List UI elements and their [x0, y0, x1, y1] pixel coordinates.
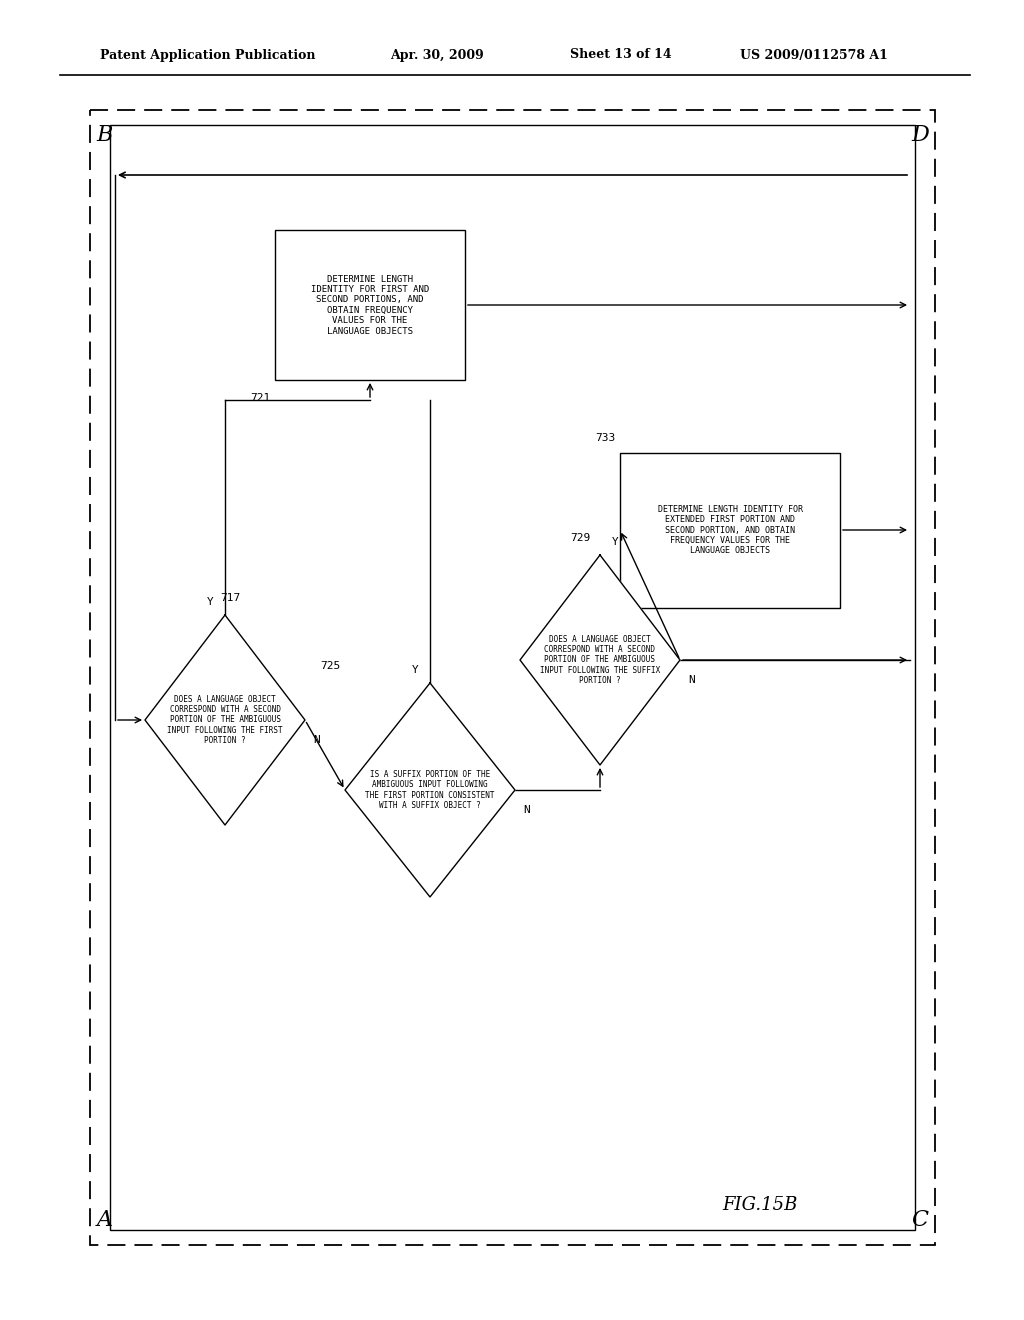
Text: IS A SUFFIX PORTION OF THE
AMBIGUOUS INPUT FOLLOWING
THE FIRST PORTION CONSISTEN: IS A SUFFIX PORTION OF THE AMBIGUOUS INP… [366, 770, 495, 810]
Text: 729: 729 [569, 533, 590, 543]
Text: B: B [97, 124, 114, 147]
Text: Patent Application Publication: Patent Application Publication [100, 49, 315, 62]
Bar [90, 110, 935, 1245]
Polygon shape [345, 682, 515, 898]
Bar [620, 453, 840, 609]
Text: Apr. 30, 2009: Apr. 30, 2009 [390, 49, 483, 62]
Text: Y: Y [412, 665, 419, 675]
Text: N: N [313, 735, 319, 744]
Text: N: N [688, 675, 694, 685]
Text: DOES A LANGUAGE OBJECT
CORRESPOND WITH A SECOND
PORTION OF THE AMBIGUOUS
INPUT F: DOES A LANGUAGE OBJECT CORRESPOND WITH A… [167, 694, 283, 746]
Text: 721: 721 [250, 393, 270, 403]
Text: Y: Y [207, 597, 213, 607]
Text: A: A [97, 1209, 113, 1232]
Text: Y: Y [611, 537, 618, 546]
Text: 717: 717 [220, 593, 240, 603]
Text: 733: 733 [595, 433, 615, 444]
Bar [110, 125, 915, 1230]
Text: DETERMINE LENGTH
IDENTITY FOR FIRST AND
SECOND PORTIONS, AND
OBTAIN FREQUENCY
VA: DETERMINE LENGTH IDENTITY FOR FIRST AND … [311, 275, 429, 335]
Text: N: N [523, 805, 529, 814]
Bar [275, 230, 465, 380]
Text: C: C [911, 1209, 929, 1232]
Polygon shape [520, 554, 680, 766]
Text: D: D [911, 124, 929, 147]
Text: DOES A LANGUAGE OBJECT
CORRESPOND WITH A SECOND
PORTION OF THE AMBIGUOUS
INPUT F: DOES A LANGUAGE OBJECT CORRESPOND WITH A… [540, 635, 660, 685]
Text: US 2009/0112578 A1: US 2009/0112578 A1 [740, 49, 888, 62]
Text: Sheet 13 of 14: Sheet 13 of 14 [570, 49, 672, 62]
Polygon shape [145, 615, 305, 825]
Text: DETERMINE LENGTH IDENTITY FOR
EXTENDED FIRST PORTION AND
SECOND PORTION, AND OBT: DETERMINE LENGTH IDENTITY FOR EXTENDED F… [657, 504, 803, 556]
Text: FIG.15B: FIG.15B [722, 1196, 798, 1214]
Text: 725: 725 [319, 661, 340, 671]
